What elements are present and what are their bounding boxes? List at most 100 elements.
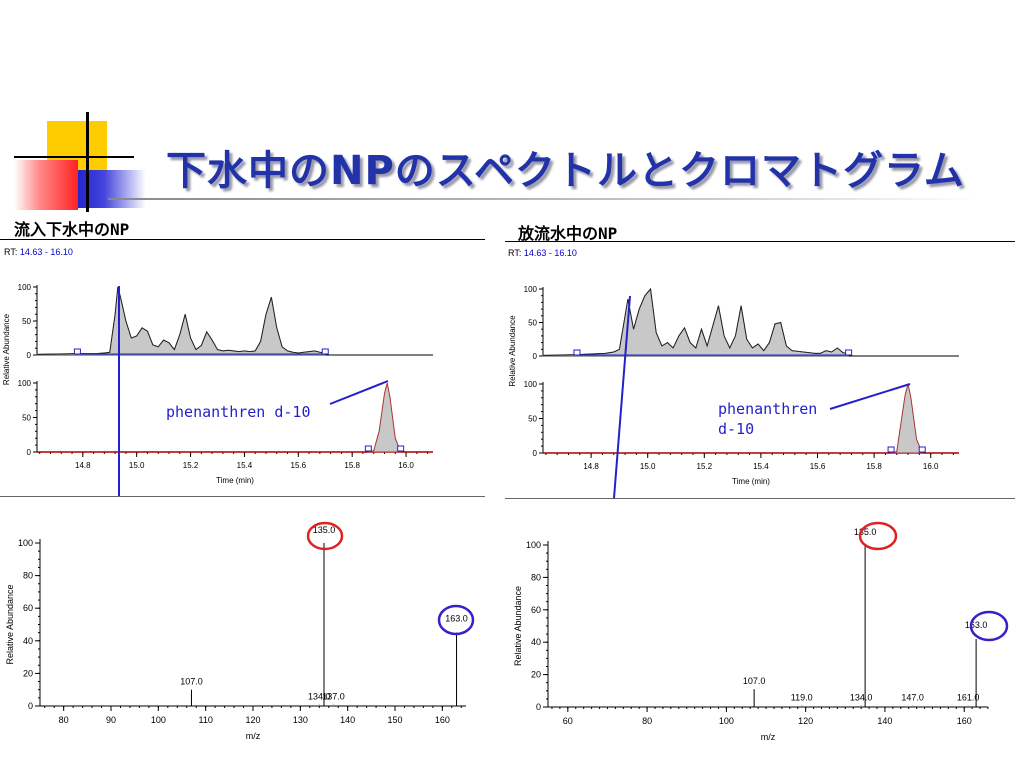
right-chrom-xtick-label: 15.0 bbox=[640, 462, 656, 471]
left-chrom-ytick-label: 100 bbox=[18, 379, 32, 388]
right-chrom-ytick-label: 100 bbox=[524, 285, 538, 294]
rt-range-right: 14.63 - 16.10 bbox=[523, 248, 577, 258]
right-chrom-ylabel: Relative Abundance bbox=[508, 315, 517, 387]
right-chrom-ytick-label: 0 bbox=[533, 352, 538, 361]
panel-right-heading: 放流水中のNP bbox=[518, 224, 618, 243]
right-spec-xtick-label: 120 bbox=[798, 716, 813, 726]
left-chrom-xtick-label: 15.4 bbox=[237, 461, 253, 470]
left-chrom-ytick-label: 50 bbox=[22, 317, 31, 326]
right-chrom-xtick-label: 15.2 bbox=[697, 462, 713, 471]
left-spec-xtick-label: 90 bbox=[106, 715, 116, 725]
left-chrom-xlabel: Time (min) bbox=[216, 476, 254, 485]
right-spec-xtick-label: 60 bbox=[563, 716, 573, 726]
left-spec-xlabel: m/z bbox=[246, 731, 261, 741]
right-spec-135-highlight bbox=[858, 521, 898, 551]
rt-range-left: 14.63 - 16.10 bbox=[19, 247, 73, 257]
right-chrom-bottom-peak bbox=[890, 383, 923, 454]
right-spec-xtick-label: 80 bbox=[642, 716, 652, 726]
right-chrom-bottom-marker bbox=[887, 446, 895, 453]
right-spec-xtick-label: 100 bbox=[719, 716, 734, 726]
deco-vertical-line bbox=[86, 112, 89, 212]
left-chrom-ytick-label: 0 bbox=[27, 448, 32, 457]
right-chrom-bottom-marker bbox=[918, 446, 926, 453]
panel-left-rule bbox=[0, 239, 485, 240]
left-chrom-xtick-label: 16.0 bbox=[398, 461, 414, 470]
panel-right-rule bbox=[505, 241, 1015, 242]
left-chrom-ytick-label: 50 bbox=[22, 414, 31, 423]
right-spec-peak-label: 147.0 bbox=[901, 692, 924, 702]
left-spec-135-highlight bbox=[306, 521, 344, 551]
right-spec-peak-label: 107.0 bbox=[743, 676, 766, 686]
left-spec-ytick-label: 0 bbox=[28, 701, 33, 711]
right-chrom-xtick-label: 14.8 bbox=[583, 462, 599, 471]
right-chrom-xlabel: Time (min) bbox=[732, 477, 770, 486]
deco-red-square bbox=[14, 160, 78, 210]
right-spec-ytick-label: 80 bbox=[531, 572, 541, 582]
left-annotation-label: phenanthren d-10 bbox=[166, 403, 311, 421]
slide-title: 下水中のNPのスペクトルとクロマトグラム bbox=[166, 148, 965, 194]
panel-left-separator bbox=[0, 496, 485, 497]
left-chrom-top-marker bbox=[73, 348, 81, 355]
right-rt-cursor bbox=[613, 295, 631, 499]
left-chrom-ytick-label: 0 bbox=[27, 351, 32, 360]
right-spec-ytick-label: 20 bbox=[531, 670, 541, 680]
right-annotation-label-line1: phenanthren bbox=[718, 400, 817, 418]
right-chrom-top-marker bbox=[845, 349, 853, 356]
right-spec-peak-label: 161.0 bbox=[957, 692, 980, 702]
right-chrom-top-area bbox=[542, 288, 850, 357]
left-spec-xtick-label: 130 bbox=[293, 715, 308, 725]
right-spec-ytick-label: 60 bbox=[531, 605, 541, 615]
right-spec-peak-label: 119.0 bbox=[791, 692, 813, 702]
right-spec-xtick-label: 140 bbox=[877, 716, 892, 726]
right-spec-ytick-label: 100 bbox=[526, 540, 541, 550]
title-underline bbox=[108, 198, 978, 200]
left-spec-ytick-label: 60 bbox=[23, 603, 33, 613]
deco-horizontal-line bbox=[14, 156, 134, 158]
right-spec-peak-label: 163.0 bbox=[965, 620, 988, 630]
left-chrom-ytick-label: 100 bbox=[18, 283, 32, 292]
right-spec-xlabel: m/z bbox=[761, 732, 776, 742]
right-spec-ylabel: Relative Abundance bbox=[513, 586, 523, 666]
right-annotation-pointer bbox=[829, 383, 911, 410]
left-spec-xtick-label: 150 bbox=[387, 715, 402, 725]
left-spec-ylabel: Relative Abundance bbox=[5, 584, 15, 664]
right-annotation-label-line2: d-10 bbox=[718, 420, 754, 438]
panel-right-rt: RT: 14.63 - 16.10 bbox=[508, 248, 577, 258]
left-chrom-xtick-label: 15.2 bbox=[183, 461, 199, 470]
left-spec-peak-label: 134.0 bbox=[308, 691, 331, 701]
left-chrom-xtick-label: 14.8 bbox=[75, 461, 91, 470]
left-chrom-top-marker bbox=[321, 348, 329, 355]
left-spec-xtick-label: 160 bbox=[435, 715, 450, 725]
right-chrom-xtick-label: 15.8 bbox=[866, 462, 882, 471]
right-spec-peak-label: 134.0 bbox=[850, 692, 873, 702]
left-spec-peak-label: 135.0 bbox=[313, 525, 336, 535]
right-spec-163-highlight bbox=[969, 610, 1009, 642]
right-spec-ytick-label: 40 bbox=[531, 637, 541, 647]
left-spec-xtick-label: 140 bbox=[340, 715, 355, 725]
left-spec-xtick-label: 120 bbox=[245, 715, 260, 725]
left-spec-ytick-label: 100 bbox=[18, 538, 33, 548]
right-chrom-ytick-label: 50 bbox=[528, 415, 537, 424]
left-spec-peak-label: 163.0 bbox=[445, 614, 468, 624]
left-spec-ytick-label: 80 bbox=[23, 571, 33, 581]
left-chrom-bottom-peak bbox=[368, 382, 402, 453]
left-spec-ytick-label: 40 bbox=[23, 636, 33, 646]
right-spec-peak-label: 135.0 bbox=[854, 527, 877, 537]
right-chrom-ytick-label: 100 bbox=[524, 380, 538, 389]
left-chrom-bottom-marker bbox=[364, 445, 372, 452]
left-chrom-xtick-label: 15.6 bbox=[291, 461, 307, 470]
left-chrom-bottom-marker bbox=[397, 445, 405, 452]
panel-left-rt: RT: 14.63 - 16.10 bbox=[4, 247, 73, 257]
left-spec-peak-label: 137.0 bbox=[322, 691, 345, 701]
right-spec-xtick-label: 160 bbox=[957, 716, 972, 726]
right-chrom-xtick-label: 15.4 bbox=[753, 462, 769, 471]
left-annotation-pointer bbox=[329, 380, 389, 405]
left-chrom-xtick-label: 15.8 bbox=[344, 461, 360, 470]
left-spec-163-highlight bbox=[437, 604, 475, 636]
left-spec-peak-label: 107.0 bbox=[180, 677, 203, 687]
left-chrom-ylabel: Relative Abundance bbox=[2, 313, 11, 385]
right-chrom-xtick-label: 15.6 bbox=[810, 462, 826, 471]
left-spec-xtick-label: 100 bbox=[151, 715, 166, 725]
panel-left-heading: 流入下水中のNP bbox=[14, 220, 130, 239]
